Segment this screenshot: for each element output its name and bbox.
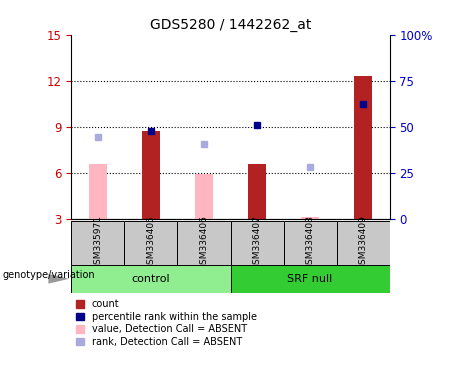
- Text: GSM335971: GSM335971: [94, 215, 102, 270]
- Text: SRF null: SRF null: [287, 274, 333, 284]
- Bar: [230, 265, 390, 293]
- Bar: [354, 76, 372, 219]
- Text: GSM336407: GSM336407: [253, 215, 261, 270]
- Text: GSM336409: GSM336409: [359, 215, 367, 270]
- Bar: [71, 265, 230, 293]
- Text: GSM336405: GSM336405: [147, 215, 155, 270]
- Bar: [248, 164, 266, 219]
- Bar: [337, 221, 390, 265]
- Text: GSM336406: GSM336406: [200, 215, 208, 270]
- Text: genotype/variation: genotype/variation: [2, 270, 95, 280]
- Polygon shape: [48, 274, 69, 284]
- Legend: count, percentile rank within the sample, value, Detection Call = ABSENT, rank, : count, percentile rank within the sample…: [77, 300, 257, 347]
- Bar: [301, 217, 319, 219]
- Text: control: control: [132, 274, 170, 284]
- Bar: [230, 221, 284, 265]
- Bar: [89, 164, 107, 219]
- Text: GSM336408: GSM336408: [306, 215, 314, 270]
- Bar: [124, 221, 177, 265]
- Bar: [142, 131, 160, 219]
- Bar: [195, 174, 213, 219]
- Title: GDS5280 / 1442262_at: GDS5280 / 1442262_at: [150, 18, 311, 32]
- Bar: [177, 221, 230, 265]
- Bar: [284, 221, 337, 265]
- Bar: [71, 221, 124, 265]
